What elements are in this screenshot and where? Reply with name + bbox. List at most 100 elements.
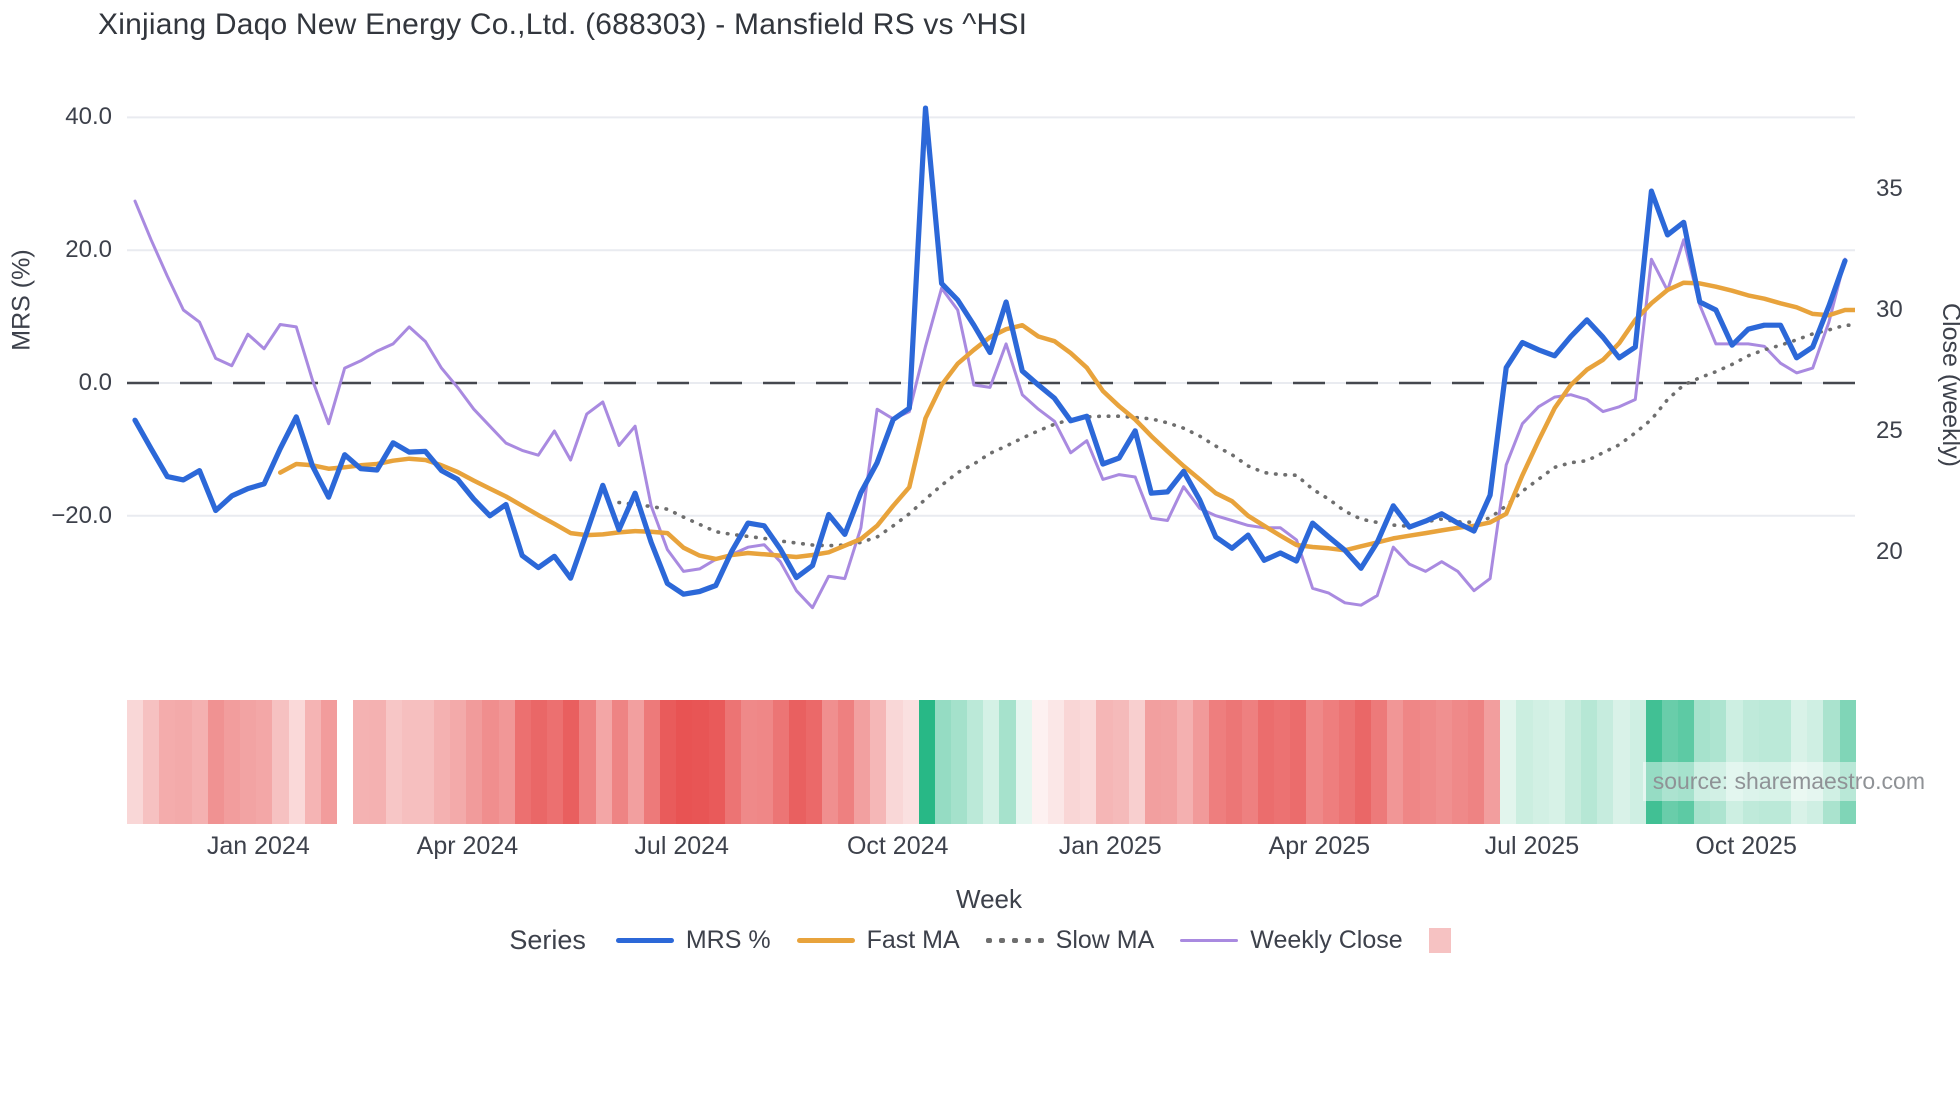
heatmap-week-cell <box>417 700 434 824</box>
heatmap-week-cell <box>143 700 160 824</box>
left-tick-label: −20.0 <box>51 501 112 529</box>
right-tick-label: 30 <box>1876 296 1903 323</box>
heatmap-week-cell <box>1678 700 1695 824</box>
heatmap-week-cell <box>1532 700 1549 824</box>
heatmap-week-cell <box>1710 700 1727 824</box>
heatmap-week-cell <box>159 700 176 824</box>
x-axis-title: Week <box>956 884 1022 914</box>
heatmap-week-cell <box>1080 700 1097 824</box>
heatmap-week-cell <box>1645 700 1662 824</box>
heatmap-week-cell <box>1500 700 1517 824</box>
heatmap-week-cell <box>1257 700 1275 824</box>
heatmap-week-cell <box>1807 700 1824 824</box>
legend-label: MRS % <box>685 926 771 954</box>
legend-item: Fast MA <box>796 926 960 955</box>
left-tick-label: 40.0 <box>65 103 112 131</box>
weekly-close-line <box>133 199 1847 610</box>
heatmap-week-cell <box>1742 700 1759 824</box>
heatmap-week-cell <box>288 700 305 824</box>
heatmap-week-cell <box>1613 700 1630 824</box>
heatmap-week-cell <box>207 700 224 824</box>
heatmap-week-cell <box>498 700 515 824</box>
x-tick-label: Jul 2024 <box>634 832 729 860</box>
heatmap-week-cell <box>918 700 935 824</box>
heatmap-week-cell <box>482 700 499 824</box>
legend-item: Weekly Close <box>1180 926 1403 955</box>
heatmap-week-cell <box>1694 700 1711 824</box>
heatmap-week-cell <box>595 700 612 824</box>
heatmap-week-cell <box>1241 700 1258 824</box>
heatmap-week-cell <box>1161 700 1178 824</box>
heatmap-week-cell <box>902 700 919 824</box>
plot-area <box>127 105 1855 610</box>
heatmap-week-cell <box>385 700 402 824</box>
x-tick-label: Oct 2024 <box>846 832 949 860</box>
heatmap-week-cell <box>175 700 192 824</box>
heatmap-week-cell <box>1306 700 1323 824</box>
heatmap-week-cell <box>740 700 758 824</box>
x-tick-label: Jul 2025 <box>1484 832 1580 860</box>
legend-item: Slow MA <box>985 926 1154 955</box>
legend-swatch-Fast MA <box>796 938 855 943</box>
heatmap-week-cell <box>692 700 709 824</box>
heatmap-week-cell <box>757 700 774 824</box>
heatmap-week-cell <box>1354 700 1372 824</box>
heatmap-week-cell <box>886 700 903 824</box>
heatmap-week-cell <box>1322 700 1339 824</box>
heatmap-week-cell <box>272 700 289 824</box>
legend-swatch-heatmap <box>1428 928 1451 953</box>
x-tick-label: Oct 2025 <box>1695 832 1797 860</box>
x-tick-label: Apr 2025 <box>1268 832 1371 860</box>
heatmap-week-cell <box>1031 700 1048 824</box>
heatmap-week-cell <box>1064 700 1081 824</box>
heatmap-week-cell <box>805 700 822 824</box>
heatmap-week-cell <box>870 700 887 824</box>
heatmap-week-cell <box>369 700 386 824</box>
heatmap-week-cell <box>1387 700 1404 824</box>
heatmap-week-cell <box>611 700 628 824</box>
heatmap-week-cell <box>644 700 661 824</box>
heatmap-week-cell <box>1726 700 1743 824</box>
heatmap-week-cell <box>1661 700 1678 824</box>
slow-ma-line <box>617 323 1855 548</box>
heatmap-week-cell <box>1015 700 1032 824</box>
heatmap-week-cell <box>1225 700 1242 824</box>
heatmap-week-cell <box>1274 700 1291 824</box>
heatmap-week-cell <box>320 700 338 824</box>
heatmap-week-cell <box>353 700 370 824</box>
source-watermark: source: sharemaestro.com <box>1642 762 1935 801</box>
heatmap-week-cell <box>1823 700 1840 824</box>
right-axis-title: Close (weekly) <box>1937 303 1960 467</box>
heatmap-week-cell <box>514 700 531 824</box>
chart-title: Xinjiang Daqo New Energy Co.,Ltd. (68830… <box>98 8 1028 41</box>
heatmap-week-cell <box>127 700 144 824</box>
heatmap-week-cell <box>724 700 741 824</box>
x-tick-label: Apr 2024 <box>416 832 519 860</box>
heatmap-week-cell <box>1177 700 1194 824</box>
heatmap-week-cell <box>1435 700 1452 824</box>
heatmap-week-cell <box>304 700 321 824</box>
left-axis-title: MRS (%) <box>7 249 36 351</box>
heatmap-week-cell <box>401 700 418 824</box>
heatmap-week-cell <box>983 700 1000 824</box>
legend-item: MRS % <box>615 926 771 955</box>
heatmap-week-cell <box>1774 700 1792 824</box>
heatmap-strip <box>127 700 1856 824</box>
legend-item <box>1428 928 1451 953</box>
heatmap-week-cell <box>466 700 483 824</box>
legend-label: Fast MA <box>866 926 960 954</box>
right-tick-label: 20 <box>1876 538 1903 565</box>
left-tick-label: 20.0 <box>65 236 112 264</box>
right-tick-label: 25 <box>1876 417 1903 444</box>
fast-ma-line <box>277 280 1855 562</box>
heatmap-week-cell <box>1338 700 1355 824</box>
heatmap-week-cell <box>1419 700 1436 824</box>
heatmap-week-cell <box>837 700 855 824</box>
heatmap-week-cell <box>967 700 984 824</box>
heatmap-week-cell <box>999 700 1016 824</box>
heatmap-week-cell <box>256 700 273 824</box>
heatmap-week-cell <box>950 700 968 824</box>
heatmap-week-cell <box>191 700 208 824</box>
heatmap-week-cell <box>821 700 838 824</box>
heatmap-week-cell <box>1758 700 1775 824</box>
